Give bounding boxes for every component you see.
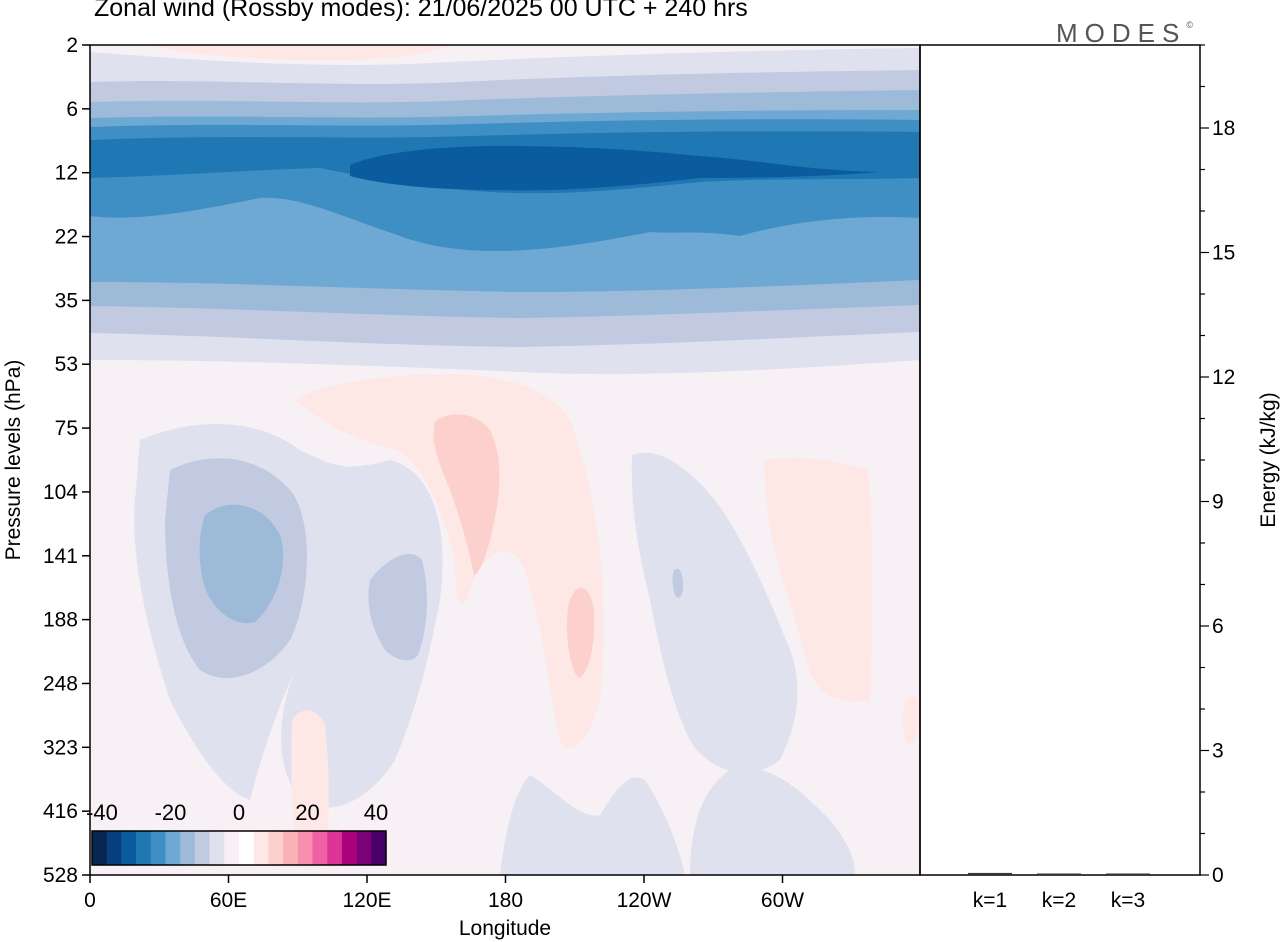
colorbar-swatch bbox=[283, 831, 299, 865]
contour-neg-bottom-1 bbox=[500, 775, 685, 875]
energy-tick-label: 6 bbox=[1212, 615, 1224, 638]
energy-x-axis-ticks: k=1 k=2 k=3 bbox=[973, 889, 1145, 912]
energy-y-axis-ticks: 0 3 6 9 12 15 18 bbox=[1200, 44, 1235, 887]
chart-title: Zonal wind (Rossby modes): 21/06/2025 00… bbox=[94, 0, 748, 22]
y-axis-label: Pressure levels (hPa) bbox=[2, 360, 25, 561]
colorbar-swatch bbox=[209, 831, 225, 865]
colorbar-swatch bbox=[341, 831, 357, 865]
colorbar-swatch bbox=[297, 831, 313, 865]
x-tick-label: 120W bbox=[617, 889, 672, 912]
heatmap-field bbox=[90, 45, 920, 875]
colorbar-swatch bbox=[253, 831, 269, 865]
energy-tick-label: 15 bbox=[1212, 242, 1235, 265]
contour-neg-bottom-2 bbox=[690, 768, 855, 875]
y-tick-label: 22 bbox=[55, 226, 78, 249]
x-tick-label: 180 bbox=[488, 889, 523, 912]
y-tick-label: 416 bbox=[43, 800, 78, 823]
y-tick-label: 35 bbox=[55, 289, 78, 312]
energy-category-label: k=2 bbox=[1042, 889, 1076, 912]
contour-pos-180-core bbox=[567, 587, 595, 678]
energy-bar bbox=[1106, 873, 1150, 875]
colorbar-swatch bbox=[327, 831, 343, 865]
colorbar-tick-label: -40 bbox=[86, 800, 118, 825]
modes-logo: MODES© bbox=[1056, 18, 1193, 49]
contour-pos-north bbox=[295, 374, 604, 748]
y-tick-label: 2 bbox=[66, 34, 78, 57]
x-axis-label: Longitude bbox=[459, 917, 551, 940]
contour-pos-south bbox=[291, 710, 329, 866]
energy-tick-label: 3 bbox=[1212, 740, 1224, 763]
colorbar: -40 -20 0 20 40 bbox=[86, 800, 388, 866]
colorbar-tick-label: -20 bbox=[155, 800, 187, 825]
contour-neg-small bbox=[672, 568, 684, 598]
colorbar-swatch bbox=[268, 831, 284, 865]
logo-text: MODES bbox=[1056, 18, 1187, 48]
y-tick-label: 248 bbox=[43, 672, 78, 695]
contour-pos-top bbox=[150, 45, 450, 61]
y-tick-label: 53 bbox=[55, 353, 78, 376]
contour-neg-west-core bbox=[199, 504, 284, 624]
y-tick-label: 141 bbox=[43, 545, 78, 568]
colorbar-swatch bbox=[106, 831, 122, 865]
colorbar-swatch bbox=[312, 831, 328, 865]
colorbar-swatch bbox=[165, 831, 181, 865]
energy-plot-frame bbox=[919, 44, 1201, 876]
energy-category-label: k=1 bbox=[973, 889, 1007, 912]
colorbar-swatch bbox=[371, 831, 387, 865]
y-tick-label: 12 bbox=[55, 162, 78, 185]
contour-pos-east bbox=[764, 458, 873, 702]
logo-mark: © bbox=[1186, 20, 1193, 31]
x-axis-ticks: 0 60E 120E 180 120W 60W bbox=[84, 875, 804, 912]
y-tick-label: 104 bbox=[43, 481, 78, 504]
x-tick-label: 0 bbox=[84, 889, 96, 912]
colorbar-swatch bbox=[92, 831, 107, 865]
contour-neg-120e bbox=[368, 553, 427, 661]
colorbar-swatch bbox=[194, 831, 210, 865]
energy-tick-label: 18 bbox=[1212, 117, 1235, 140]
contour-pos-edge bbox=[902, 696, 920, 744]
colorbar-swatch bbox=[136, 831, 152, 865]
energy-tick-label: 0 bbox=[1212, 864, 1224, 887]
y-tick-label: 75 bbox=[55, 417, 78, 440]
energy-tick-label: 12 bbox=[1212, 366, 1235, 389]
y-tick-label: 323 bbox=[43, 736, 78, 759]
energy-bar bbox=[968, 872, 1012, 875]
energy-axis-label: Energy (kJ/kg) bbox=[1257, 392, 1280, 527]
contour-neg-center-east bbox=[631, 452, 798, 773]
x-tick-label: 60E bbox=[210, 889, 247, 912]
colorbar-swatch bbox=[150, 831, 166, 865]
y-tick-label: 6 bbox=[66, 98, 78, 121]
colorbar-swatch bbox=[121, 831, 137, 865]
colorbar-swatch bbox=[239, 831, 254, 865]
colorbar-tick-label: 40 bbox=[364, 800, 388, 825]
energy-tick-label: 9 bbox=[1212, 491, 1224, 514]
energy-bar bbox=[1037, 873, 1081, 875]
y-axis-ticks: 2 6 12 22 35 53 75 104 141 188 248 323 416 528 bbox=[43, 34, 90, 887]
colorbar-swatch bbox=[180, 831, 196, 865]
y-tick-label: 528 bbox=[43, 864, 78, 887]
x-tick-label: 120E bbox=[342, 889, 391, 912]
colorbar-swatch bbox=[356, 831, 372, 865]
x-tick-label: 60W bbox=[761, 889, 804, 912]
y-tick-label: 188 bbox=[43, 609, 78, 632]
colorbar-swatch bbox=[224, 831, 240, 865]
energy-bars bbox=[968, 872, 1150, 875]
contour-band-neg-max bbox=[350, 146, 880, 191]
energy-category-label: k=3 bbox=[1111, 889, 1145, 912]
colorbar-tick-label: 20 bbox=[295, 800, 319, 825]
colorbar-frame bbox=[91, 830, 387, 866]
contour-pos-north-core bbox=[433, 414, 500, 575]
colorbar-tick-label: 0 bbox=[233, 800, 245, 825]
